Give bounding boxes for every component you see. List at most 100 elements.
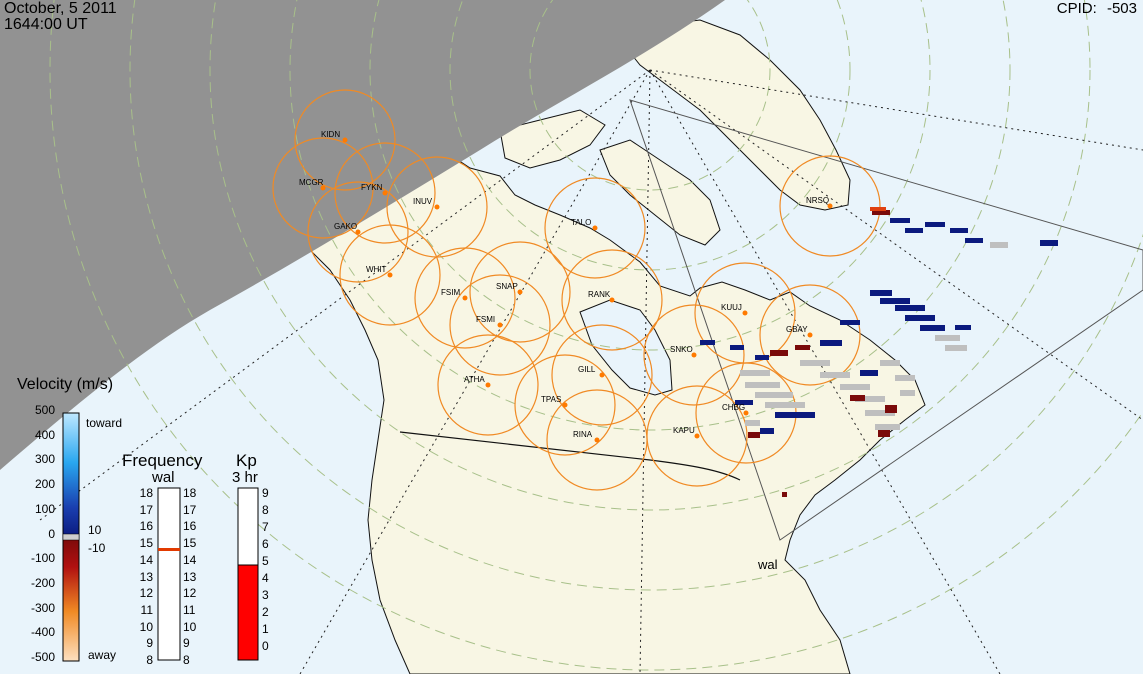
scatter-cell	[800, 360, 830, 366]
frequency-tick-left: 13	[139, 569, 153, 584]
radar-dot-talo	[592, 225, 598, 231]
scatter-cell	[945, 345, 967, 351]
velocity-threshold-neg: -10	[88, 541, 106, 555]
scatter-cell	[765, 402, 805, 408]
kp-tick: 3	[262, 588, 269, 602]
fov-label: wal	[758, 557, 778, 572]
scatter-cell	[745, 420, 760, 426]
scatter-cell	[865, 410, 895, 416]
radar-dot-fsim	[462, 295, 468, 301]
radar-dot-whit	[387, 272, 393, 278]
radar-dot-rina	[594, 437, 600, 443]
radar-label-nrsq: NRSQ	[806, 196, 830, 205]
frequency-title: Frequency	[122, 451, 203, 470]
scatter-cell	[955, 325, 971, 330]
kp-subtitle: 3 hr	[232, 469, 258, 486]
radar-sites	[320, 137, 833, 443]
frequency-tick-right: 10	[183, 619, 197, 634]
radar-dot-kapu	[694, 433, 700, 439]
frequency-tick-left: 9	[146, 636, 153, 651]
scatter-cell	[875, 424, 900, 430]
time-label: 1644:00 UT	[4, 16, 88, 33]
kp-tick: 0	[262, 639, 269, 653]
velocity-tick: 300	[34, 452, 55, 467]
velocity-tick: 0	[48, 526, 55, 541]
scatter-cell	[730, 345, 744, 350]
radar-dot-kidn	[342, 137, 348, 143]
velocity-away-label: away	[88, 648, 117, 662]
radar-label-rina: RINA	[573, 430, 593, 439]
us-canada-border	[399, 431, 741, 481]
scatter-cell	[700, 340, 715, 345]
scatter-cell	[872, 210, 890, 215]
scatter-cell	[900, 390, 915, 396]
radar-circle-whit	[339, 224, 441, 326]
radar-circle-rank	[561, 249, 663, 351]
radar-circle-fsmi	[449, 274, 551, 376]
radar-label-gbay: GBAY	[786, 325, 808, 334]
radar-circle-fsim	[414, 247, 516, 349]
radar-label-kapu: KAPU	[673, 426, 695, 435]
scatter-cell	[925, 222, 945, 227]
velocity-title: Velocity (m/s)	[17, 376, 114, 393]
radar-label-mcgr: MCGR	[299, 178, 324, 187]
radar-circle-kapu	[646, 385, 748, 487]
radar-label-fykn: FYKN	[361, 183, 383, 192]
radar-label-gill: GILL	[578, 365, 596, 374]
radar-label-whit: WHIT	[366, 265, 387, 274]
radar-label-fsim: FSIM	[441, 288, 461, 297]
kp-tick: 9	[262, 486, 269, 500]
scatter-cell	[795, 345, 810, 350]
radar-dot-snko	[691, 352, 697, 358]
radar-circle-talo	[544, 177, 646, 279]
radar-circle-gill	[551, 324, 653, 426]
radar-circle-nrsq	[779, 155, 881, 257]
velocity-tick: 500	[34, 403, 55, 417]
night-region	[0, 0, 725, 470]
date-label: October, 5 2011	[4, 0, 117, 17]
scatter-cell	[990, 242, 1008, 248]
frequency-tick-right: 14	[183, 552, 197, 567]
radar-label-tpas: TPAS	[541, 395, 562, 404]
scatter-cell	[885, 405, 897, 413]
scatter-cell	[855, 396, 885, 402]
radar-circle-mcgr	[272, 137, 374, 239]
radar-dot-gbay	[807, 332, 813, 338]
scatter-cell	[840, 384, 870, 390]
scatter-cell	[870, 207, 886, 211]
frequency-scale-box	[157, 487, 181, 661]
radar-circle-gbay	[759, 284, 861, 386]
cpid-value: -503	[1106, 0, 1137, 17]
velocity-tick: -300	[30, 600, 55, 615]
frequency-tick-left: 16	[139, 519, 153, 534]
velocity-tick: 100	[34, 501, 55, 516]
radar-label-inuv: INUV	[413, 197, 433, 206]
fov-outline-wal	[629, 99, 1143, 541]
velocity-colorbar	[62, 412, 80, 662]
kp-tick: 5	[262, 554, 269, 568]
radar-dot-tpas	[562, 402, 568, 408]
radar-label-talo: TALO	[571, 218, 592, 227]
radar-label-snko: SNKO	[670, 345, 693, 354]
frequency-tick-left: 12	[139, 586, 153, 601]
scatter-cell	[840, 320, 860, 325]
scatter-cell	[880, 360, 900, 366]
radar-label-gako: GAKO	[334, 222, 358, 231]
hudson-bay	[579, 299, 673, 396]
scatter-cell	[740, 370, 770, 376]
radar-label-kuuj: KUUJ	[721, 303, 742, 312]
baffin-island	[599, 139, 721, 246]
radar-label-atha: ATHA	[464, 375, 485, 384]
radar-label-rank: RANK	[588, 290, 611, 299]
radar-circle-kidn	[294, 89, 396, 191]
kp-title: Kp	[236, 451, 257, 470]
frequency-tick-right: 17	[183, 502, 197, 517]
radar-dot-nrsq	[827, 203, 833, 209]
radar-dot-chbg	[743, 410, 749, 416]
kp-tick: 6	[262, 537, 269, 551]
scatter-cell	[1040, 240, 1058, 246]
radar-circle-snko	[643, 304, 745, 406]
velocity-tick: -500	[30, 650, 55, 664]
radar-dot-snap	[517, 289, 523, 295]
